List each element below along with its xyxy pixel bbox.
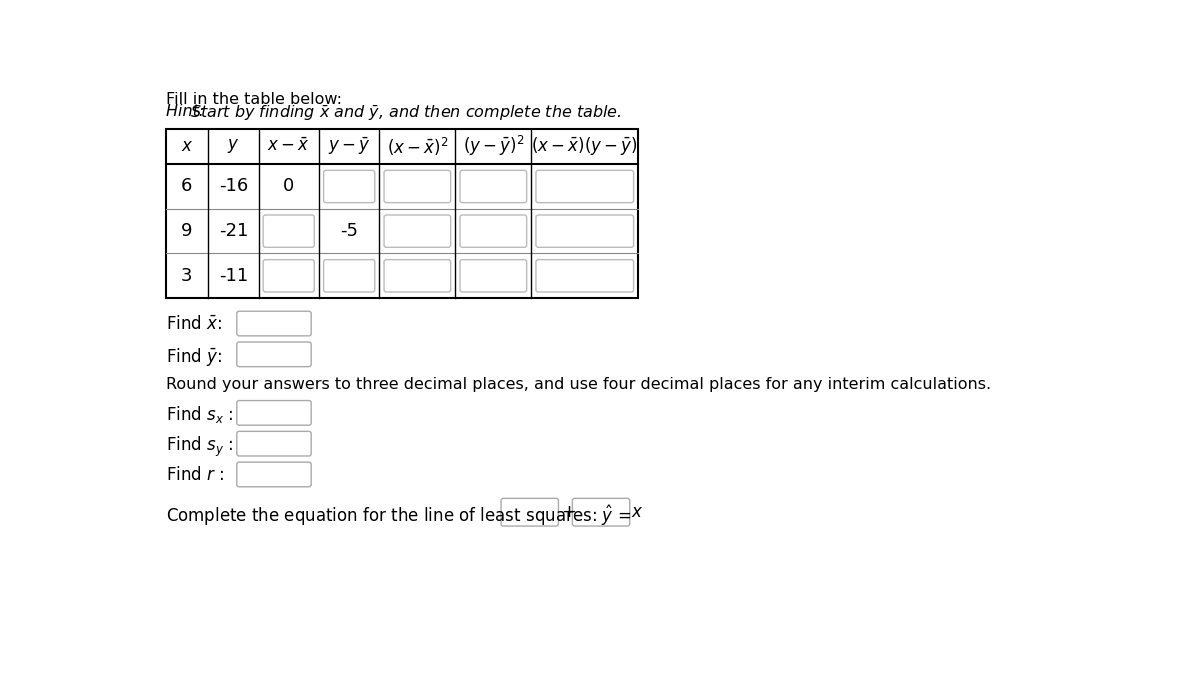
FancyBboxPatch shape [384, 260, 451, 292]
Text: -21: -21 [218, 222, 248, 240]
FancyBboxPatch shape [502, 498, 558, 526]
Text: 0: 0 [283, 178, 294, 196]
Text: Find $r$ :: Find $r$ : [166, 466, 224, 484]
Text: Find $s_x$ :: Find $s_x$ : [166, 404, 233, 425]
Text: Complete the equation for the line of least squares: $\hat{y}$ =: Complete the equation for the line of le… [166, 503, 631, 528]
Text: $y - \bar{y}$: $y - \bar{y}$ [328, 136, 371, 157]
FancyBboxPatch shape [236, 431, 311, 456]
FancyBboxPatch shape [536, 170, 634, 202]
Text: $(x - \bar{x})^2$: $(x - \bar{x})^2$ [386, 136, 448, 157]
FancyBboxPatch shape [460, 215, 527, 247]
Text: $x - \bar{x}$: $x - \bar{x}$ [268, 138, 310, 155]
FancyBboxPatch shape [460, 170, 527, 202]
FancyBboxPatch shape [236, 311, 311, 336]
Text: +: + [560, 503, 576, 521]
Text: Hint:: Hint: [166, 104, 209, 119]
Text: -16: -16 [218, 178, 248, 196]
FancyBboxPatch shape [236, 462, 311, 487]
FancyBboxPatch shape [536, 215, 634, 247]
Text: -11: -11 [218, 267, 248, 285]
FancyBboxPatch shape [460, 260, 527, 292]
Text: Start by finding $\bar{x}$ and $\bar{y}$, and then complete the table.: Start by finding $\bar{x}$ and $\bar{y}$… [191, 104, 622, 124]
FancyBboxPatch shape [324, 260, 374, 292]
FancyBboxPatch shape [384, 215, 451, 247]
FancyBboxPatch shape [536, 260, 634, 292]
Text: 9: 9 [181, 222, 192, 240]
Text: Find $s_y$ :: Find $s_y$ : [166, 435, 233, 460]
FancyBboxPatch shape [384, 170, 451, 202]
FancyBboxPatch shape [236, 400, 311, 425]
Text: $x$: $x$ [631, 503, 643, 521]
Text: Find $\bar{y}$:: Find $\bar{y}$: [166, 346, 222, 368]
Text: $(y - \bar{y})^2$: $(y - \bar{y})^2$ [462, 134, 524, 159]
FancyBboxPatch shape [263, 215, 314, 247]
Text: Fill in the table below:: Fill in the table below: [166, 92, 342, 107]
Text: $(x - \bar{x})(y - \bar{y})$: $(x - \bar{x})(y - \bar{y})$ [532, 136, 638, 157]
Text: $x$: $x$ [181, 138, 193, 155]
FancyBboxPatch shape [236, 342, 311, 367]
Text: Find $\bar{x}$:: Find $\bar{x}$: [166, 315, 222, 333]
Text: $y$: $y$ [227, 138, 240, 155]
FancyBboxPatch shape [263, 260, 314, 292]
Bar [166, 129, 638, 298]
FancyBboxPatch shape [572, 498, 630, 526]
Text: Round your answers to three decimal places, and use four decimal places for any : Round your answers to three decimal plac… [166, 377, 991, 392]
Text: 3: 3 [181, 267, 192, 285]
FancyBboxPatch shape [324, 170, 374, 202]
Text: 6: 6 [181, 178, 192, 196]
Text: -5: -5 [340, 222, 358, 240]
